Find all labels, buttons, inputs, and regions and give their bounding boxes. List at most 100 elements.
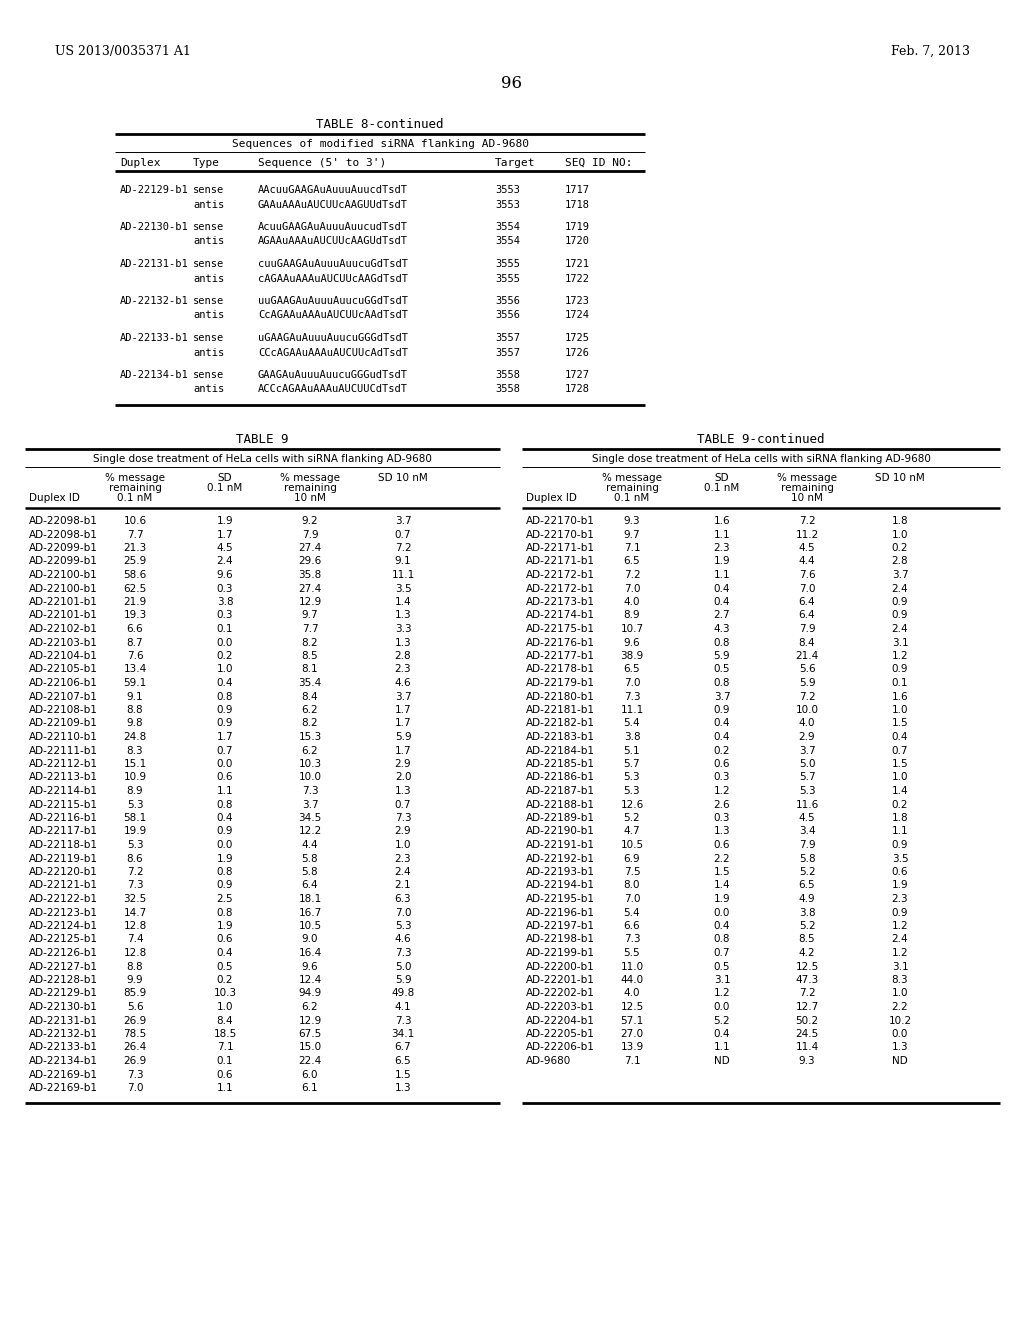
Text: AD-22119-b1: AD-22119-b1 — [29, 854, 98, 863]
Text: 11.1: 11.1 — [391, 570, 415, 579]
Text: Feb. 7, 2013: Feb. 7, 2013 — [891, 45, 970, 58]
Text: 0.2: 0.2 — [892, 800, 908, 809]
Text: AD-22129-b1: AD-22129-b1 — [120, 185, 188, 195]
Text: 15.3: 15.3 — [298, 733, 322, 742]
Text: 1.3: 1.3 — [714, 826, 730, 837]
Text: AD-22201-b1: AD-22201-b1 — [526, 975, 595, 985]
Text: AD-22172-b1: AD-22172-b1 — [526, 570, 595, 579]
Text: AD-22193-b1: AD-22193-b1 — [526, 867, 595, 876]
Text: 5.6: 5.6 — [127, 1002, 143, 1012]
Text: 5.3: 5.3 — [624, 785, 640, 796]
Text: antis: antis — [193, 310, 224, 321]
Text: 59.1: 59.1 — [123, 678, 146, 688]
Text: 16.7: 16.7 — [298, 908, 322, 917]
Text: 1.5: 1.5 — [394, 1069, 412, 1080]
Text: AD-22182-b1: AD-22182-b1 — [526, 718, 595, 729]
Text: AD-22132-b1: AD-22132-b1 — [29, 1030, 98, 1039]
Text: 24.5: 24.5 — [796, 1030, 818, 1039]
Text: 0.1: 0.1 — [217, 624, 233, 634]
Text: AD-22109-b1: AD-22109-b1 — [29, 718, 98, 729]
Text: 9.9: 9.9 — [127, 975, 143, 985]
Text: 8.4: 8.4 — [217, 1015, 233, 1026]
Text: 1.1: 1.1 — [217, 785, 233, 796]
Text: 9.1: 9.1 — [394, 557, 412, 566]
Text: 1.5: 1.5 — [892, 759, 908, 770]
Text: 2.9: 2.9 — [394, 759, 412, 770]
Text: AD-22198-b1: AD-22198-b1 — [526, 935, 595, 945]
Text: ND: ND — [714, 1056, 730, 1067]
Text: 3.5: 3.5 — [892, 854, 908, 863]
Text: 6.3: 6.3 — [394, 894, 412, 904]
Text: 11.2: 11.2 — [796, 529, 818, 540]
Text: 6.9: 6.9 — [624, 854, 640, 863]
Text: 0.1 nM: 0.1 nM — [614, 492, 649, 503]
Text: AD-22117-b1: AD-22117-b1 — [29, 826, 98, 837]
Text: 6.4: 6.4 — [799, 597, 815, 607]
Text: 6.5: 6.5 — [394, 1056, 412, 1067]
Text: AD-22176-b1: AD-22176-b1 — [526, 638, 595, 648]
Text: TABLE 9-continued: TABLE 9-continued — [697, 433, 824, 446]
Text: 96: 96 — [502, 75, 522, 92]
Text: sense: sense — [193, 222, 224, 232]
Text: 0.5: 0.5 — [714, 664, 730, 675]
Text: 0.6: 0.6 — [714, 759, 730, 770]
Text: AD-22173-b1: AD-22173-b1 — [526, 597, 595, 607]
Text: 18.5: 18.5 — [213, 1030, 237, 1039]
Text: 8.1: 8.1 — [302, 664, 318, 675]
Text: 5.8: 5.8 — [302, 867, 318, 876]
Text: 5.9: 5.9 — [394, 975, 412, 985]
Text: 11.6: 11.6 — [796, 800, 818, 809]
Text: 0.3: 0.3 — [217, 583, 233, 594]
Text: 9.0: 9.0 — [302, 935, 318, 945]
Text: 0.2: 0.2 — [714, 746, 730, 755]
Text: 10.2: 10.2 — [889, 1015, 911, 1026]
Text: 5.8: 5.8 — [302, 854, 318, 863]
Text: 0.6: 0.6 — [217, 935, 233, 945]
Text: 10.6: 10.6 — [124, 516, 146, 525]
Text: 8.4: 8.4 — [799, 638, 815, 648]
Text: 3555: 3555 — [495, 259, 520, 269]
Text: 1.4: 1.4 — [394, 597, 412, 607]
Text: 44.0: 44.0 — [621, 975, 643, 985]
Text: 1.1: 1.1 — [714, 570, 730, 579]
Text: 5.2: 5.2 — [799, 867, 815, 876]
Text: 2.2: 2.2 — [714, 854, 730, 863]
Text: TABLE 8-continued: TABLE 8-continued — [316, 117, 443, 131]
Text: ACCcAGAAuAAAuAUCUUCdTsdT: ACCcAGAAuAAAuAUCUUCdTsdT — [258, 384, 408, 395]
Text: AD-22128-b1: AD-22128-b1 — [29, 975, 98, 985]
Text: 1.2: 1.2 — [892, 921, 908, 931]
Text: 85.9: 85.9 — [123, 989, 146, 998]
Text: AD-22126-b1: AD-22126-b1 — [29, 948, 98, 958]
Text: 3.8: 3.8 — [217, 597, 233, 607]
Text: 5.9: 5.9 — [714, 651, 730, 661]
Text: AD-22195-b1: AD-22195-b1 — [526, 894, 595, 904]
Text: AD-22133-b1: AD-22133-b1 — [120, 333, 188, 343]
Text: antis: antis — [193, 199, 224, 210]
Text: AD-22098-b1: AD-22098-b1 — [29, 516, 98, 525]
Text: SD 10 nM: SD 10 nM — [378, 473, 428, 483]
Text: 8.3: 8.3 — [127, 746, 143, 755]
Text: 7.6: 7.6 — [127, 651, 143, 661]
Text: 5.0: 5.0 — [799, 759, 815, 770]
Text: 3556: 3556 — [495, 296, 520, 306]
Text: 3.1: 3.1 — [892, 638, 908, 648]
Text: 1.7: 1.7 — [394, 705, 412, 715]
Text: 5.3: 5.3 — [624, 772, 640, 783]
Text: AD-22101-b1: AD-22101-b1 — [29, 597, 98, 607]
Text: antis: antis — [193, 273, 224, 284]
Text: CCcAGAAuAAAuAUCUUcAdTsdT: CCcAGAAuAAAuAUCUUcAdTsdT — [258, 347, 408, 358]
Text: AD-22172-b1: AD-22172-b1 — [526, 583, 595, 594]
Text: AD-22191-b1: AD-22191-b1 — [526, 840, 595, 850]
Text: 2.4: 2.4 — [892, 583, 908, 594]
Text: 4.5: 4.5 — [799, 813, 815, 822]
Text: 0.6: 0.6 — [892, 867, 908, 876]
Text: 4.0: 4.0 — [799, 718, 815, 729]
Text: AD-22111-b1: AD-22111-b1 — [29, 746, 98, 755]
Text: CcAGAAuAAAuAUCUUcAAdTsdT: CcAGAAuAAAuAUCUUcAAdTsdT — [258, 310, 408, 321]
Text: 7.2: 7.2 — [624, 570, 640, 579]
Text: 0.5: 0.5 — [217, 961, 233, 972]
Text: AD-22124-b1: AD-22124-b1 — [29, 921, 98, 931]
Text: 10.5: 10.5 — [298, 921, 322, 931]
Text: 1.9: 1.9 — [892, 880, 908, 891]
Text: 2.1: 2.1 — [394, 880, 412, 891]
